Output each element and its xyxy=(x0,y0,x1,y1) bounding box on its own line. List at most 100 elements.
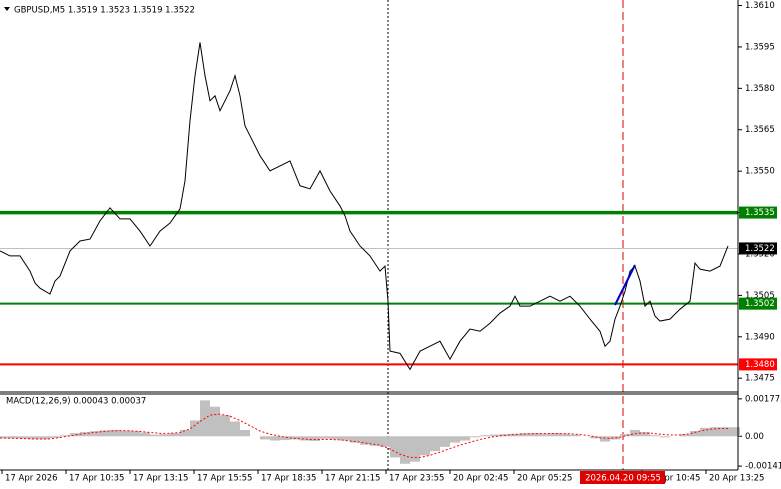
histogram-bar xyxy=(470,436,480,438)
y-tick-label: 1.3595 xyxy=(745,42,775,52)
histogram-bar xyxy=(130,431,140,437)
histogram-bar xyxy=(660,436,670,438)
y-tick-label: 1.3520 xyxy=(745,249,775,259)
histogram-bar xyxy=(440,436,450,447)
x-tick-label: 17 Apr 15:55 xyxy=(197,474,252,484)
histogram-bar xyxy=(640,432,650,437)
histogram-bar xyxy=(0,436,10,439)
histogram-bar xyxy=(40,436,50,440)
level-label-box xyxy=(739,206,777,219)
histogram-bar xyxy=(420,436,430,456)
histogram-bar xyxy=(10,436,20,439)
x-tick-label: 17 Apr 2026 xyxy=(5,474,58,484)
histogram-bar xyxy=(110,429,120,437)
y-tick-label: 0.00177 xyxy=(745,394,780,404)
histogram-bar xyxy=(410,436,420,462)
histogram-bar xyxy=(620,434,630,437)
histogram-bar xyxy=(730,427,740,437)
histogram-bar xyxy=(190,420,200,437)
trend-line xyxy=(614,264,636,306)
x-tick-label: 17 Apr 13:15 xyxy=(133,474,188,484)
y-tick-label: 1.3490 xyxy=(745,332,775,342)
y-tick-label: 1.3580 xyxy=(745,84,775,94)
price-line xyxy=(0,42,729,371)
histogram-bar xyxy=(600,436,610,442)
histogram-bar xyxy=(280,436,290,441)
x-tick-label: 20 Apr 13:25 xyxy=(709,474,764,484)
histogram-bar xyxy=(60,435,70,437)
histogram-bar xyxy=(680,434,690,437)
histogram-bar xyxy=(320,436,330,439)
histogram-bar xyxy=(170,433,180,437)
histogram-bar xyxy=(260,436,270,440)
histogram-bar xyxy=(230,421,240,437)
histogram-bar xyxy=(50,436,60,438)
histogram-bar xyxy=(560,433,570,437)
histogram-bar xyxy=(210,406,220,437)
histogram-bar xyxy=(630,429,640,437)
histogram-bar xyxy=(100,430,110,437)
histogram-bar xyxy=(140,432,150,437)
level-label-box xyxy=(739,297,777,310)
y-tick-label: 1.3565 xyxy=(745,125,775,135)
x-tick-label: 20 Apr 05:25 xyxy=(517,474,572,484)
histogram-bar xyxy=(150,434,160,437)
histogram-bar xyxy=(330,436,340,440)
histogram-bar xyxy=(490,434,500,437)
macd-panel: -0.00141 0.00 0.00177 xyxy=(0,394,781,472)
y-tick-label: 1.3505 xyxy=(745,291,775,301)
histogram-bar xyxy=(180,429,190,437)
histogram-bar xyxy=(550,433,560,437)
histogram-bar xyxy=(510,433,520,437)
y-tick-label: 0.00 xyxy=(745,432,764,442)
cursor-time-label: 2026.04.20 09:55 xyxy=(585,474,661,484)
macd-title: MACD(12,26,9) 0.00043 0.00037 xyxy=(6,397,146,407)
histogram-bar xyxy=(590,436,600,439)
histogram-bar xyxy=(710,427,720,437)
histogram-bar xyxy=(480,435,490,437)
histogram-bar xyxy=(220,415,230,437)
y-tick-label: 1.3475 xyxy=(745,374,775,384)
histogram-bar xyxy=(650,435,660,437)
x-tick-label: 17 Apr 21:15 xyxy=(325,474,380,484)
histogram-bar xyxy=(700,427,710,437)
histogram-bar xyxy=(120,430,130,437)
histogram-bar xyxy=(80,432,90,437)
level-label: 1.3502 xyxy=(745,299,775,309)
x-tick-label: 20 Apr 02:45 xyxy=(453,474,508,484)
last-price-label: 1.3522 xyxy=(745,244,775,254)
histogram-bar xyxy=(430,436,440,452)
histogram-bar xyxy=(370,436,380,446)
histogram-bar xyxy=(310,436,320,441)
histogram-bar xyxy=(400,436,410,464)
y-tick-label: 1.3550 xyxy=(745,167,775,177)
signal-line xyxy=(0,413,730,458)
histogram-bar xyxy=(70,433,80,437)
histogram-bar xyxy=(240,429,250,437)
x-tick-label: 17 Apr 10:35 xyxy=(69,474,124,484)
collapse-icon xyxy=(4,7,10,11)
level-label: 1.3480 xyxy=(745,360,775,370)
y-tick-label: 1.3610 xyxy=(745,1,775,11)
histogram-bar xyxy=(340,436,350,441)
histogram-bar xyxy=(350,436,360,443)
histogram-bar xyxy=(530,433,540,437)
histogram-bar xyxy=(270,436,280,441)
histogram-bar xyxy=(450,436,460,443)
histogram-bar xyxy=(30,436,40,440)
x-tick-label: 17 Apr 23:55 xyxy=(389,474,444,484)
level-label: 1.3535 xyxy=(745,208,775,218)
chart-title: GBPUSD,M5 1.3519 1.3523 1.3519 1.3522 xyxy=(14,6,195,16)
cursor-time-box xyxy=(580,471,665,484)
last-price-box xyxy=(739,242,777,255)
histogram-bar xyxy=(610,436,620,440)
x-tick-label: 20 Apr 10:45 xyxy=(645,474,700,484)
histogram-bar xyxy=(520,433,530,437)
histogram-bar xyxy=(540,433,550,437)
histogram-bar xyxy=(300,436,310,441)
histogram-bar xyxy=(570,434,580,437)
